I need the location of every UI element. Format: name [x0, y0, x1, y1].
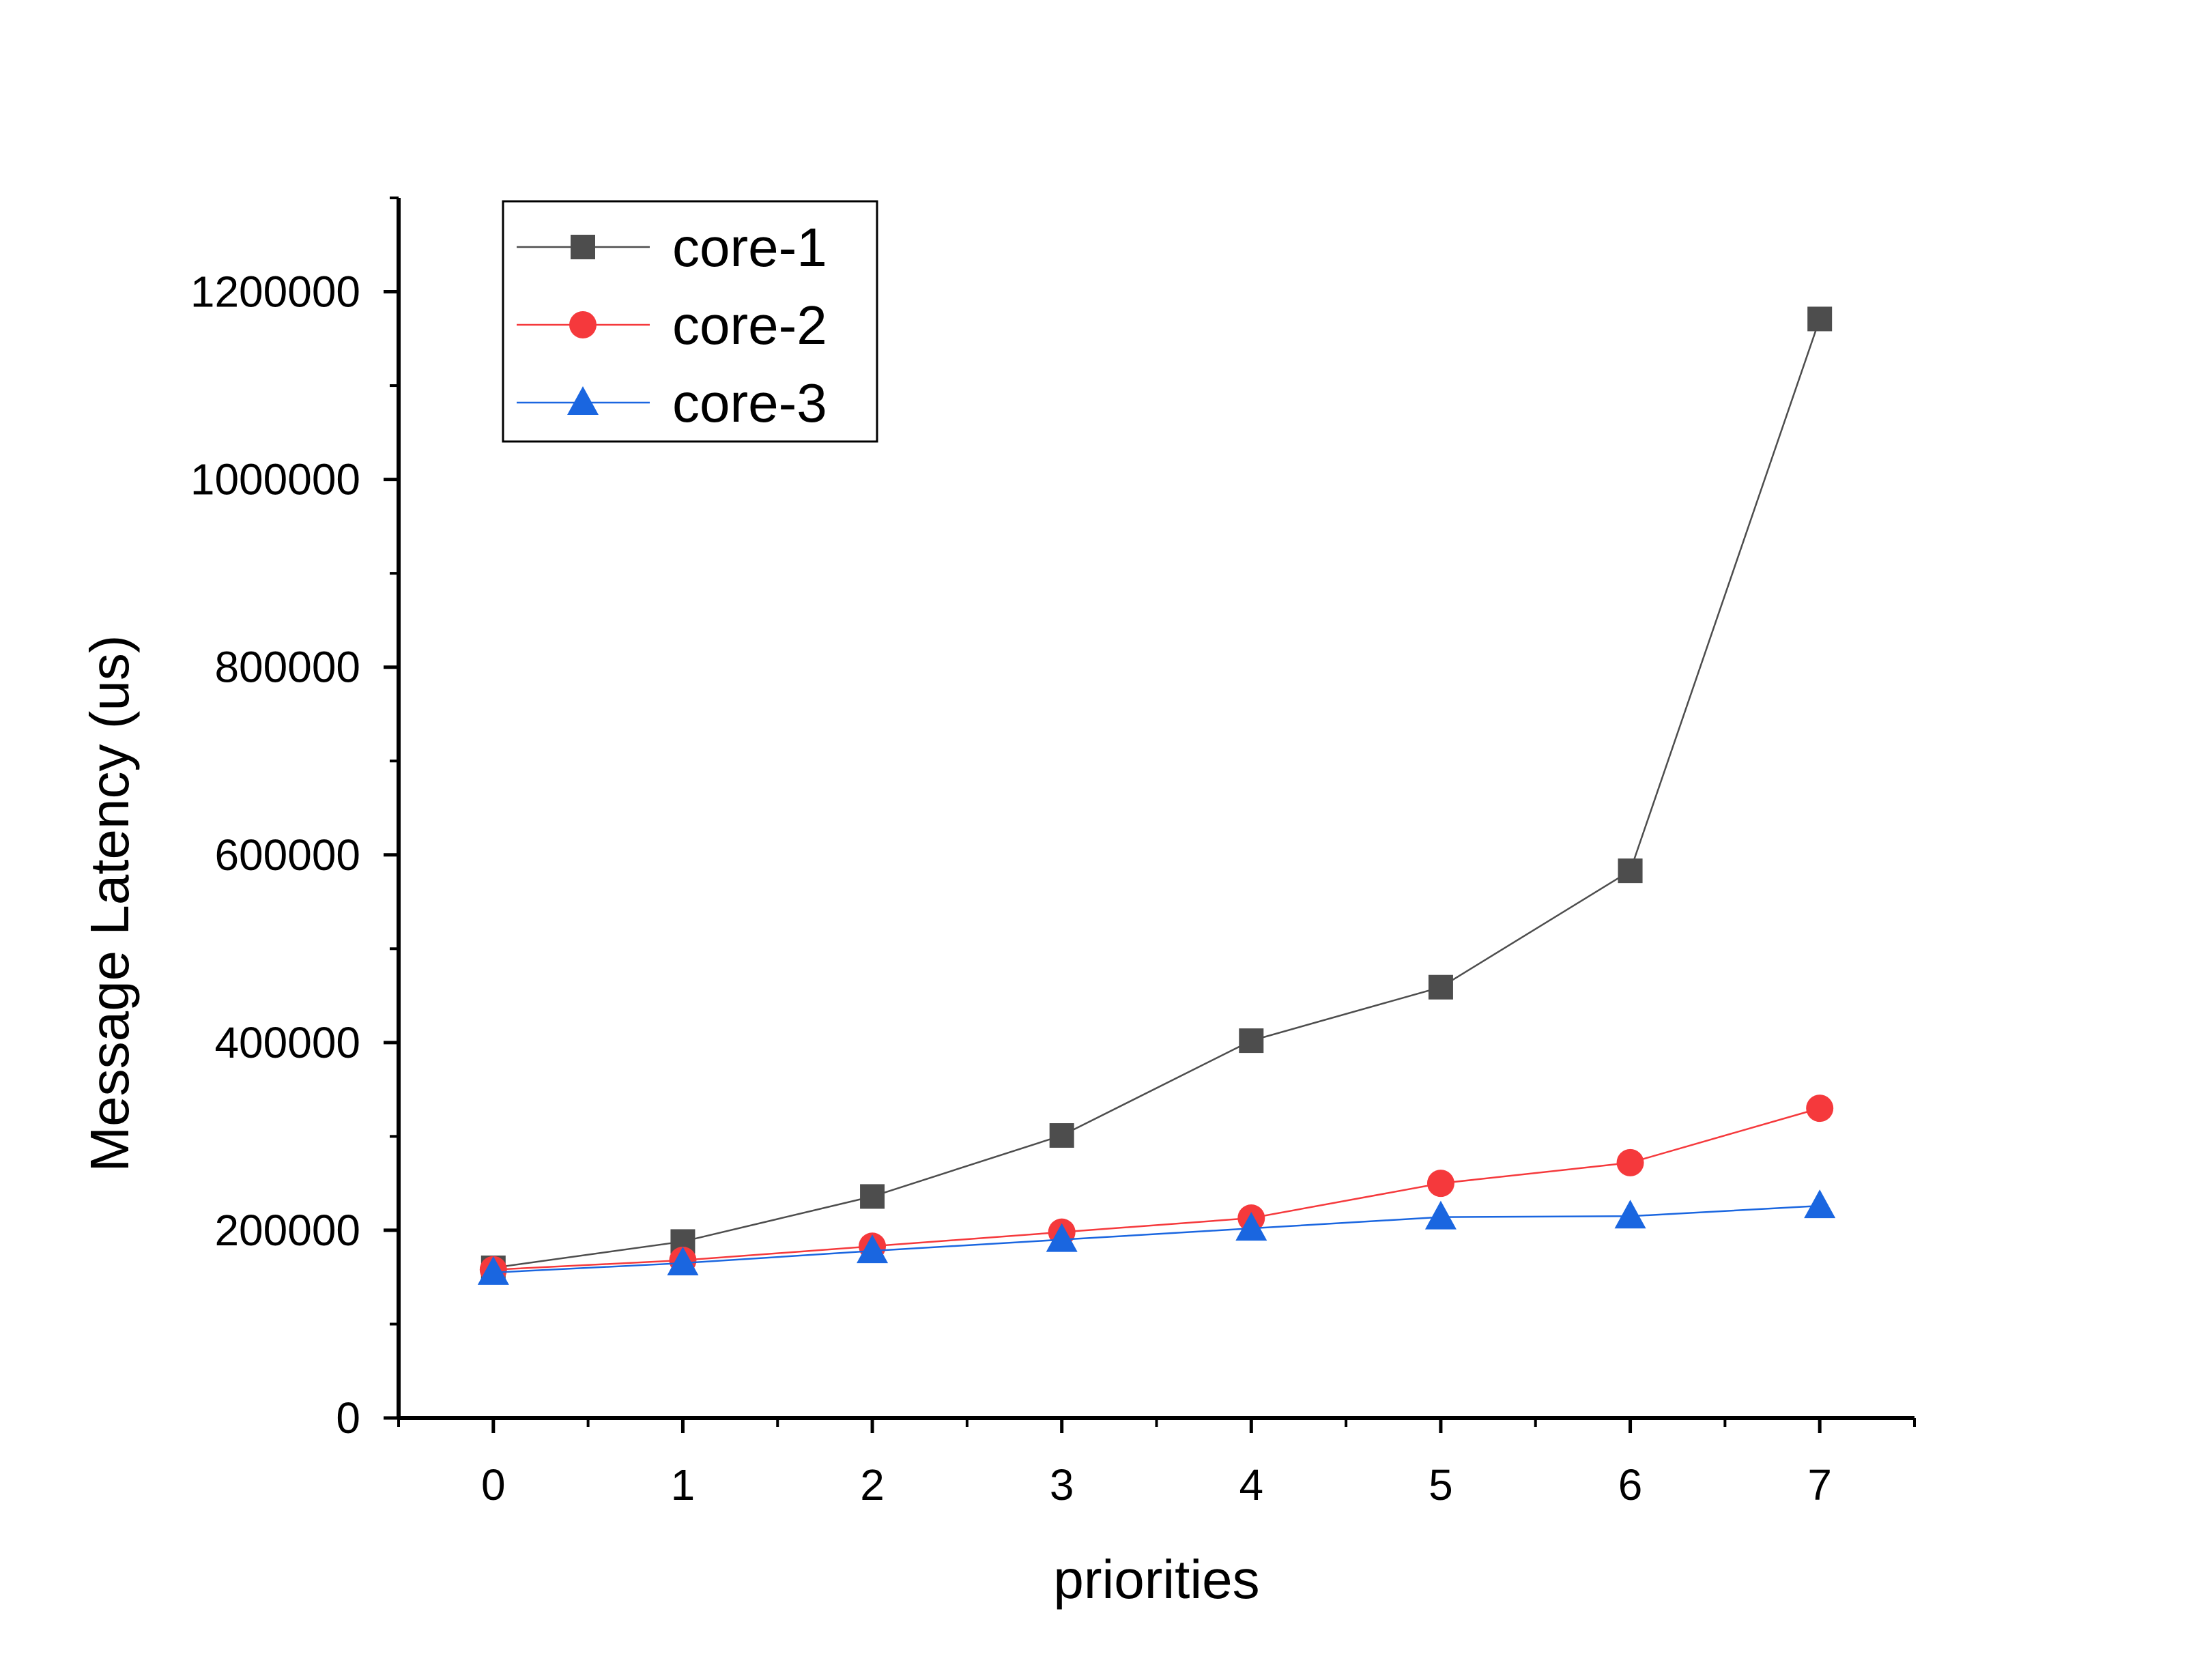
- y-tick-label: 1000000: [190, 455, 360, 504]
- data-point-core-2: [1806, 1095, 1834, 1123]
- data-point-core-1: [1049, 1123, 1074, 1148]
- data-point-core-2: [1426, 1170, 1454, 1198]
- series-line-core-3: [493, 1204, 1820, 1274]
- x-tick-label: 6: [1618, 1460, 1643, 1509]
- data-point-core-3: [857, 1234, 889, 1264]
- y-tick-label: 1200000: [190, 267, 360, 317]
- data-point-core-3: [1804, 1189, 1836, 1219]
- legend-label: core-1: [672, 217, 827, 278]
- data-point-core-3: [667, 1247, 699, 1276]
- legend-marker: [571, 235, 595, 259]
- axes-layer: 0 1 2 3 4 5 6 7 0 200000 400000 600000 800000 1000000…: [190, 197, 1916, 1509]
- x-tick-label: 0: [481, 1460, 506, 1509]
- series-line-core-1: [493, 319, 1821, 1269]
- x-tick-label: 1: [671, 1460, 695, 1509]
- data-point-core-1: [1239, 1028, 1264, 1054]
- legend-marker: [569, 311, 597, 338]
- legend-item-core-3: core-3: [517, 373, 827, 433]
- x-tick-label: 4: [1239, 1460, 1264, 1509]
- y-tick-label: 800000: [214, 643, 360, 692]
- x-tick-label: 2: [860, 1460, 885, 1509]
- data-point-core-3: [477, 1256, 509, 1285]
- legend: core-1 core-2 core-3: [502, 200, 878, 443]
- y-axis-title: Message Latency (us): [79, 635, 140, 1172]
- data-point-core-2: [1616, 1148, 1644, 1176]
- legend-label: core-3: [672, 373, 827, 433]
- data-point-core-3: [1046, 1223, 1078, 1252]
- data-point-core-3: [1424, 1200, 1457, 1230]
- data-point-core-1: [1618, 858, 1643, 884]
- x-axis-title: priorities: [1053, 1549, 1259, 1610]
- y-tick-label: 400000: [214, 1018, 360, 1067]
- legend-box: [502, 200, 878, 443]
- x-tick-label: 5: [1429, 1460, 1453, 1509]
- data-point-core-1: [860, 1184, 885, 1209]
- data-point-core-1: [1428, 974, 1453, 1000]
- legend-item-core-2: core-2: [517, 295, 827, 356]
- y-tick-label: 0: [336, 1393, 360, 1443]
- series-layer: [477, 306, 1836, 1285]
- y-tick-label: 600000: [214, 830, 360, 880]
- series-core-1: [480, 306, 1833, 1280]
- legend-label: core-2: [672, 295, 827, 356]
- y-tick-label: 200000: [214, 1206, 360, 1255]
- legend-marker: [567, 386, 599, 415]
- x-tick-label: 7: [1807, 1460, 1832, 1509]
- data-point-core-1: [1807, 306, 1833, 332]
- series-line-core-2: [493, 1107, 1820, 1271]
- x-tick-label: 3: [1050, 1460, 1074, 1509]
- data-point-core-3: [1614, 1200, 1646, 1229]
- legend-item-core-1: core-1: [517, 217, 827, 278]
- data-point-core-3: [1235, 1212, 1267, 1241]
- series-core-3: [477, 1189, 1836, 1285]
